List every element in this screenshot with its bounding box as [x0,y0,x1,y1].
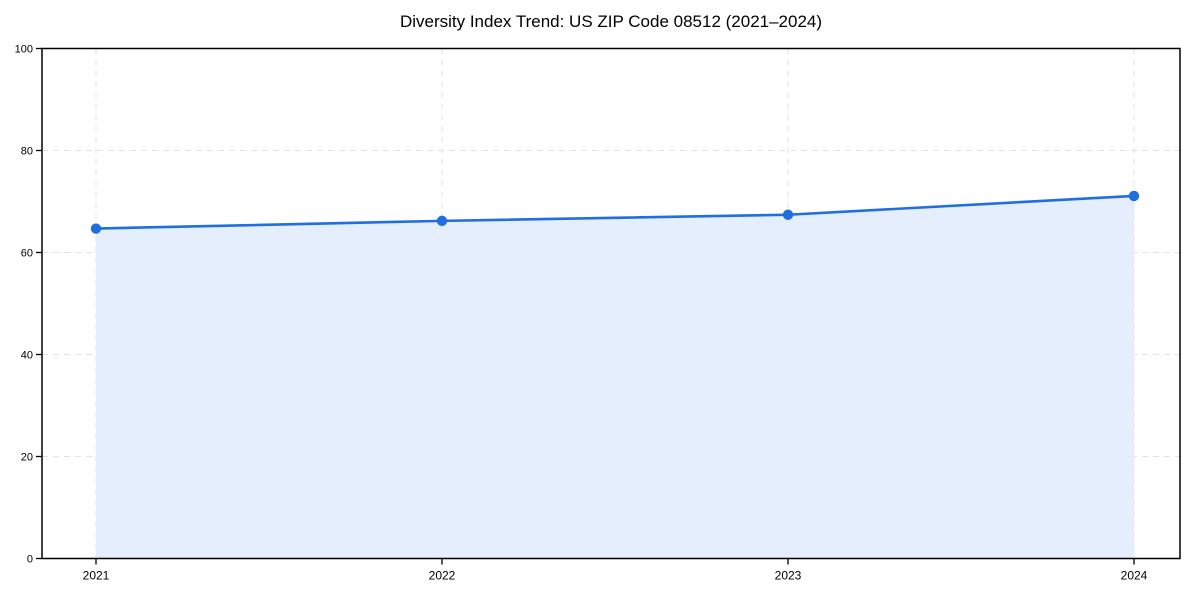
y-tick-label: 40 [21,350,33,362]
y-tick-label: 0 [27,554,33,566]
plot-area: 0 20 40 60 80 100 2021 2022 2023 2024 [15,44,1181,583]
chart-title: Diversity Index Trend: US ZIP Code 08512… [400,12,822,31]
data-point-marker [436,215,448,227]
y-tick-label: 60 [21,248,33,260]
data-point-marker [782,209,794,220]
data-point-marker [1128,190,1140,202]
x-tick-label: 2022 [429,569,456,583]
x-tick-label: 2023 [775,569,802,583]
y-tick-label: 100 [15,44,33,56]
y-tick-label: 20 [21,452,33,464]
data-point-marker [90,223,102,234]
axis-spines [41,47,1181,560]
trend-line [94,194,1136,230]
x-tick-label: 2024 [1121,569,1148,583]
y-tick-label: 80 [21,146,33,158]
area-fill [96,195,1134,559]
x-tick-label: 2021 [83,569,110,583]
